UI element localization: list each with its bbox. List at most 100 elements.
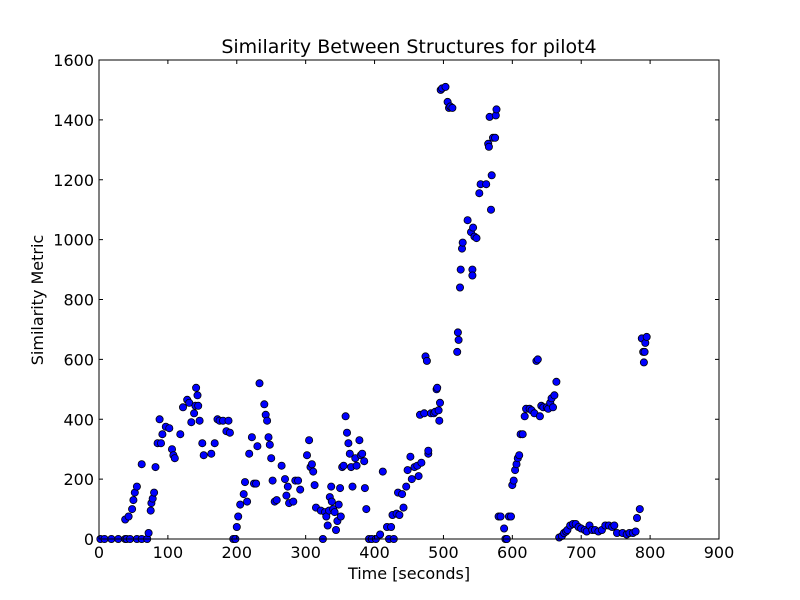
data-point	[132, 482, 141, 491]
data-point	[268, 476, 277, 485]
data-point	[252, 479, 261, 488]
data-point	[336, 484, 345, 493]
data-point	[352, 461, 361, 470]
data-point	[642, 332, 651, 341]
x-tick-label: 0	[94, 543, 104, 562]
data-point	[144, 529, 153, 538]
data-point	[195, 416, 204, 425]
data-point	[327, 482, 336, 491]
data-point	[336, 512, 345, 521]
data-point	[500, 524, 509, 533]
y-tick-label: 400	[63, 410, 94, 429]
data-point	[232, 523, 241, 532]
data-point	[434, 406, 443, 415]
data-point	[549, 403, 558, 412]
data-point	[282, 491, 291, 500]
data-point	[243, 497, 252, 506]
data-point	[158, 430, 167, 439]
data-point	[435, 416, 444, 425]
data-point	[176, 430, 185, 439]
data-point	[355, 436, 364, 445]
data-point	[283, 482, 292, 491]
data-point	[263, 416, 272, 425]
data-point	[475, 189, 484, 198]
data-point	[433, 383, 442, 392]
data-point	[309, 467, 318, 476]
data-point	[552, 377, 561, 386]
data-point	[640, 347, 649, 356]
data-point	[210, 439, 219, 448]
data-point	[468, 271, 477, 280]
data-point	[240, 478, 249, 487]
data-point	[345, 449, 354, 458]
data-point	[492, 105, 501, 114]
data-point	[305, 436, 314, 445]
data-point	[398, 490, 407, 499]
data-point	[455, 283, 464, 292]
data-point	[236, 500, 245, 509]
data-point	[458, 238, 467, 247]
data-point	[358, 449, 367, 458]
data-point	[417, 458, 426, 467]
data-point	[515, 451, 524, 460]
x-tick-label: 200	[222, 543, 253, 562]
data-point	[151, 463, 160, 472]
data-point	[435, 398, 444, 407]
data-point	[245, 449, 254, 458]
data-point	[190, 409, 199, 418]
data-point	[192, 383, 201, 392]
data-point	[395, 510, 404, 519]
data-point	[454, 335, 463, 344]
data-point	[253, 442, 262, 451]
data-point	[280, 475, 289, 484]
x-tick-label: 800	[635, 543, 666, 562]
data-point	[633, 514, 642, 523]
data-point	[378, 467, 387, 476]
data-point	[170, 454, 179, 463]
data-point	[155, 415, 164, 424]
x-tick-label: 700	[566, 543, 597, 562]
y-tick-label: 0	[84, 530, 94, 549]
data-point	[453, 347, 462, 356]
data-point	[509, 476, 518, 485]
data-point	[403, 466, 412, 475]
x-tick-label: 100	[153, 543, 184, 562]
data-point	[247, 433, 256, 442]
data-point	[296, 485, 305, 494]
x-tick-label: 400	[359, 543, 390, 562]
data-point	[639, 358, 648, 367]
x-tick-label: 900	[704, 543, 735, 562]
data-point	[165, 424, 174, 433]
data-point	[260, 400, 269, 409]
data-point	[156, 439, 165, 448]
data-point	[496, 512, 505, 521]
data-point	[193, 391, 202, 400]
data-point	[422, 356, 431, 365]
y-tick-label: 800	[63, 291, 94, 310]
data-points	[96, 82, 651, 544]
x-tick-label: 500	[428, 543, 459, 562]
data-point	[399, 503, 408, 512]
data-point	[424, 446, 433, 455]
data-point	[482, 180, 491, 189]
data-point	[224, 416, 233, 425]
data-point	[277, 461, 286, 470]
data-point	[487, 171, 496, 180]
data-point	[307, 460, 316, 469]
data-point	[239, 490, 248, 499]
data-point	[225, 428, 234, 437]
data-point	[207, 449, 216, 458]
data-point	[518, 430, 527, 439]
data-point	[484, 142, 493, 151]
data-point	[302, 451, 311, 460]
data-point	[453, 328, 462, 337]
data-point	[448, 103, 457, 112]
data-point	[272, 496, 281, 505]
data-point	[124, 512, 133, 521]
y-axis-ticks: 0 200 400 600 800 1000 1200 1400 1600	[53, 51, 719, 549]
data-point	[341, 412, 350, 421]
data-point	[334, 500, 343, 509]
data-point	[360, 484, 369, 493]
